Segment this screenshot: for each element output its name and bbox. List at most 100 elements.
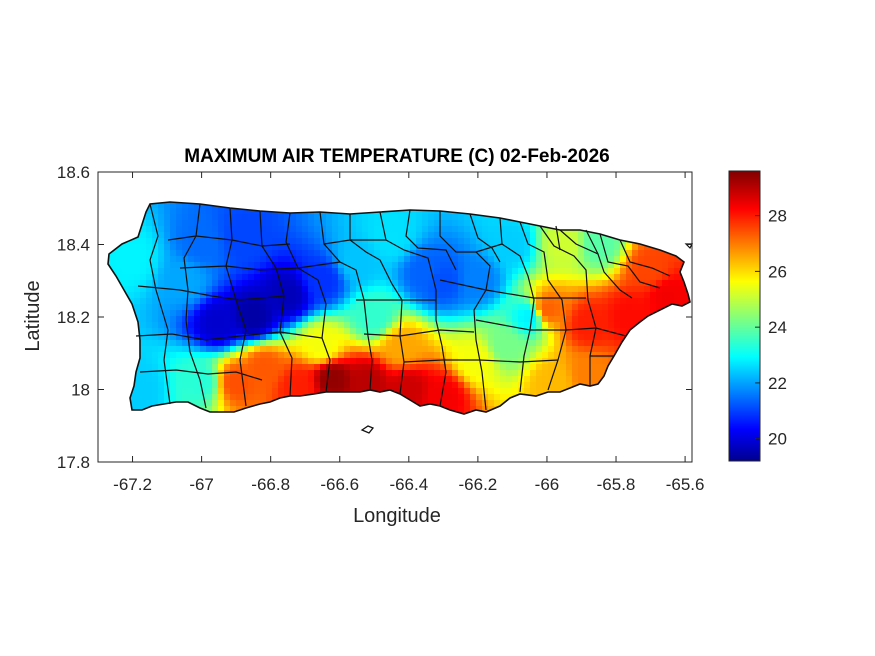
field-cell — [548, 268, 555, 275]
field-cell — [434, 310, 441, 317]
field-cell — [344, 328, 351, 335]
field-cell — [464, 256, 471, 263]
field-cell — [254, 220, 261, 227]
field-cell — [602, 340, 609, 347]
field-cell — [146, 256, 153, 263]
field-cell — [362, 298, 369, 305]
field-cell — [674, 268, 681, 275]
field-cell — [560, 280, 567, 287]
field-cell — [380, 292, 387, 299]
field-cell — [590, 352, 597, 359]
field-cell — [266, 388, 273, 395]
field-cell — [506, 292, 513, 299]
field-cell — [452, 232, 459, 239]
field-cell — [350, 316, 357, 323]
field-cell — [530, 388, 537, 395]
field-cell — [560, 256, 567, 263]
field-cell — [152, 226, 159, 233]
field-cell — [458, 232, 465, 239]
field-cell — [266, 376, 273, 383]
field-cell — [674, 262, 681, 269]
field-cell — [428, 238, 435, 245]
field-cell — [428, 244, 435, 251]
field-cell — [530, 274, 537, 281]
field-cell — [482, 358, 489, 365]
field-cell — [242, 214, 249, 221]
field-cell — [398, 214, 405, 221]
field-cell — [212, 238, 219, 245]
field-cell — [314, 244, 321, 251]
field-cell — [482, 322, 489, 329]
field-cell — [236, 292, 243, 299]
field-cell — [416, 394, 423, 401]
field-cell — [284, 328, 291, 335]
field-cell — [584, 232, 591, 239]
field-cell — [440, 376, 447, 383]
field-cell — [674, 274, 681, 281]
field-cell — [536, 250, 543, 257]
field-cell — [278, 340, 285, 347]
field-cell — [362, 334, 369, 341]
field-cell — [134, 304, 141, 311]
field-cell — [164, 298, 171, 305]
field-cell — [398, 268, 405, 275]
field-cell — [572, 316, 579, 323]
field-cell — [356, 328, 363, 335]
field-cell — [146, 316, 153, 323]
field-cell — [320, 340, 327, 347]
field-cell — [368, 316, 375, 323]
field-cell — [590, 364, 597, 371]
field-cell — [542, 274, 549, 281]
field-cell — [290, 388, 297, 395]
field-cell — [272, 328, 279, 335]
field-cell — [578, 280, 585, 287]
field-cell — [350, 238, 357, 245]
field-cell — [566, 244, 573, 251]
field-cell — [200, 328, 207, 335]
field-cell — [218, 352, 225, 359]
field-cell — [416, 250, 423, 257]
field-cell — [584, 274, 591, 281]
field-cell — [608, 286, 615, 293]
field-cell — [278, 220, 285, 227]
field-cell — [656, 286, 663, 293]
field-cell — [470, 274, 477, 281]
field-cell — [494, 388, 501, 395]
field-cell — [248, 208, 255, 215]
field-cell — [476, 406, 483, 413]
field-cell — [206, 364, 213, 371]
field-cell — [338, 250, 345, 257]
field-cell — [614, 304, 621, 311]
field-cell — [308, 232, 315, 239]
field-cell — [458, 316, 465, 323]
field-cell — [182, 274, 189, 281]
field-cell — [440, 364, 447, 371]
field-cell — [482, 214, 489, 221]
field-cell — [290, 310, 297, 317]
field-cell — [146, 334, 153, 341]
field-cell — [614, 238, 621, 245]
field-cell — [398, 250, 405, 257]
field-cell — [278, 376, 285, 383]
field-cell — [146, 214, 153, 221]
field-cell — [272, 370, 279, 377]
field-cell — [548, 280, 555, 287]
field-cell — [326, 304, 333, 311]
field-cell — [188, 370, 195, 377]
field-cell — [386, 316, 393, 323]
field-cell — [260, 358, 267, 365]
field-cell — [542, 226, 549, 233]
field-cell — [272, 340, 279, 347]
field-cell — [458, 334, 465, 341]
field-cell — [182, 208, 189, 215]
field-cell — [404, 376, 411, 383]
field-cell — [416, 346, 423, 353]
field-cell — [176, 328, 183, 335]
field-cell — [224, 346, 231, 353]
field-cell — [188, 214, 195, 221]
field-cell — [200, 346, 207, 353]
field-cell — [404, 382, 411, 389]
field-cell — [320, 364, 327, 371]
field-cell — [584, 256, 591, 263]
